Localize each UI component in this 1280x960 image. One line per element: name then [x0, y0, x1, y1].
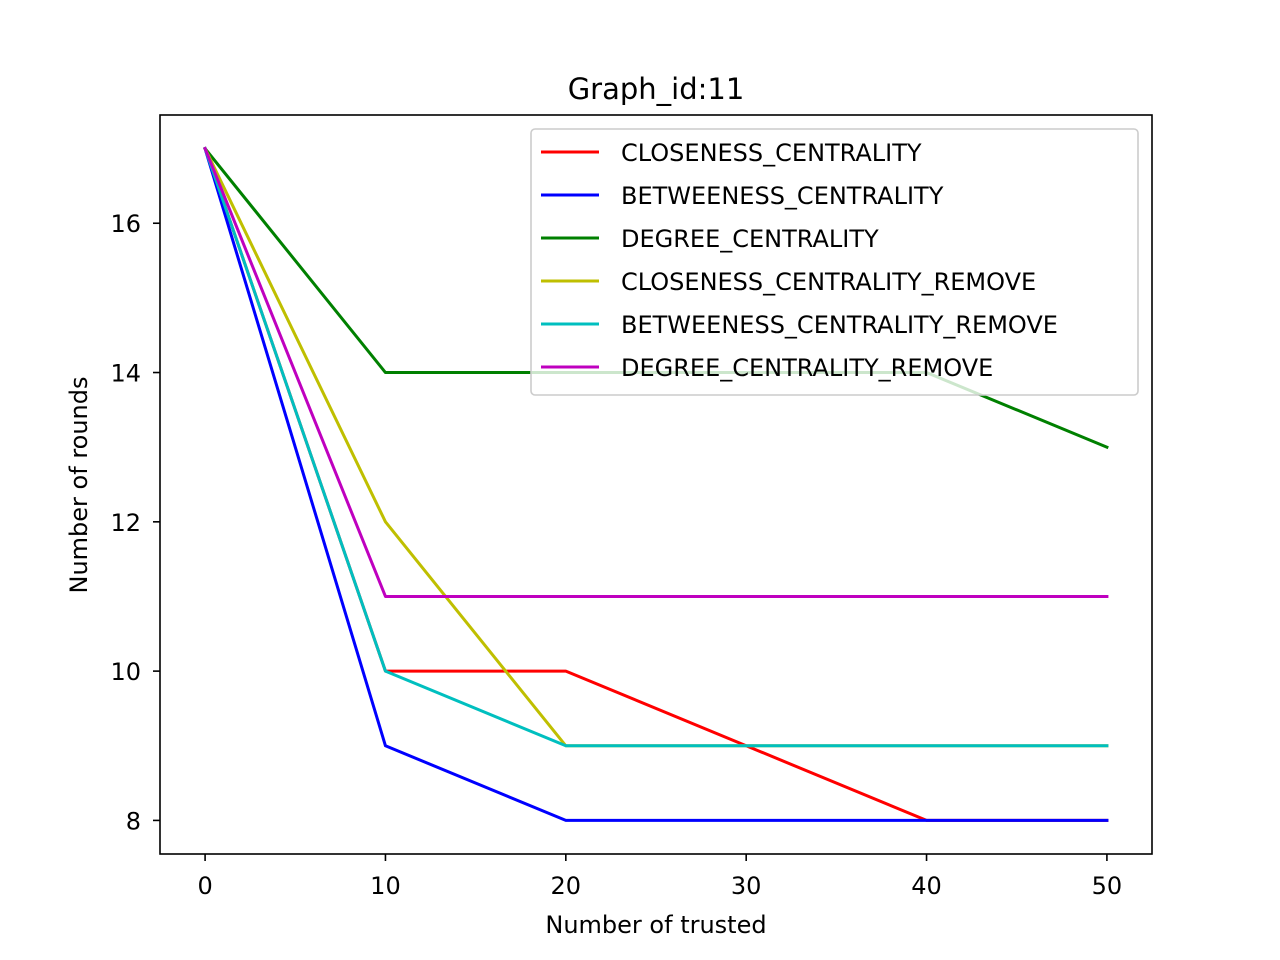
series-line-4	[203, 146, 1109, 748]
chart-title: Graph_id:11	[568, 72, 745, 106]
legend: CLOSENESS_CENTRALITY BETWEENESS_CENTRALIT…	[530, 128, 1139, 396]
legend-label-1: BETWEENESS_CENTRALITY	[621, 182, 944, 210]
y-tick-label: 8	[126, 807, 141, 835]
legend-label-3: CLOSENESS_CENTRALITY_REMOVE	[621, 268, 1036, 296]
x-tick-label: 20	[551, 872, 582, 900]
legend-box	[530, 128, 1139, 396]
legend-label-4: BETWEENESS_CENTRALITY_REMOVE	[621, 311, 1058, 339]
x-axis: 0 10 20 30 40 50	[197, 854, 1122, 900]
y-tick-label: 12	[110, 509, 141, 537]
y-tick-label: 14	[110, 360, 141, 388]
series-line-1	[203, 146, 1109, 822]
series-line-5	[203, 146, 1109, 598]
y-tick-label: 10	[110, 658, 141, 686]
legend-label-0: CLOSENESS_CENTRALITY	[621, 139, 922, 167]
x-tick-label: 50	[1092, 872, 1123, 900]
x-axis-label: Number of trusted	[545, 911, 766, 939]
plot-frame	[159, 114, 1153, 855]
legend-label-2: DEGREE_CENTRALITY	[621, 225, 879, 253]
y-axis-label: Number of rounds	[65, 377, 93, 594]
x-tick-label: 10	[370, 872, 401, 900]
legend-label-5: DEGREE_CENTRALITY_REMOVE	[621, 354, 993, 382]
y-tick-label: 16	[110, 210, 141, 238]
x-tick-label: 30	[731, 872, 762, 900]
y-axis: 8 10 12 14 16	[110, 210, 160, 835]
x-tick-label: 40	[911, 872, 942, 900]
x-tick-label: 0	[197, 872, 212, 900]
